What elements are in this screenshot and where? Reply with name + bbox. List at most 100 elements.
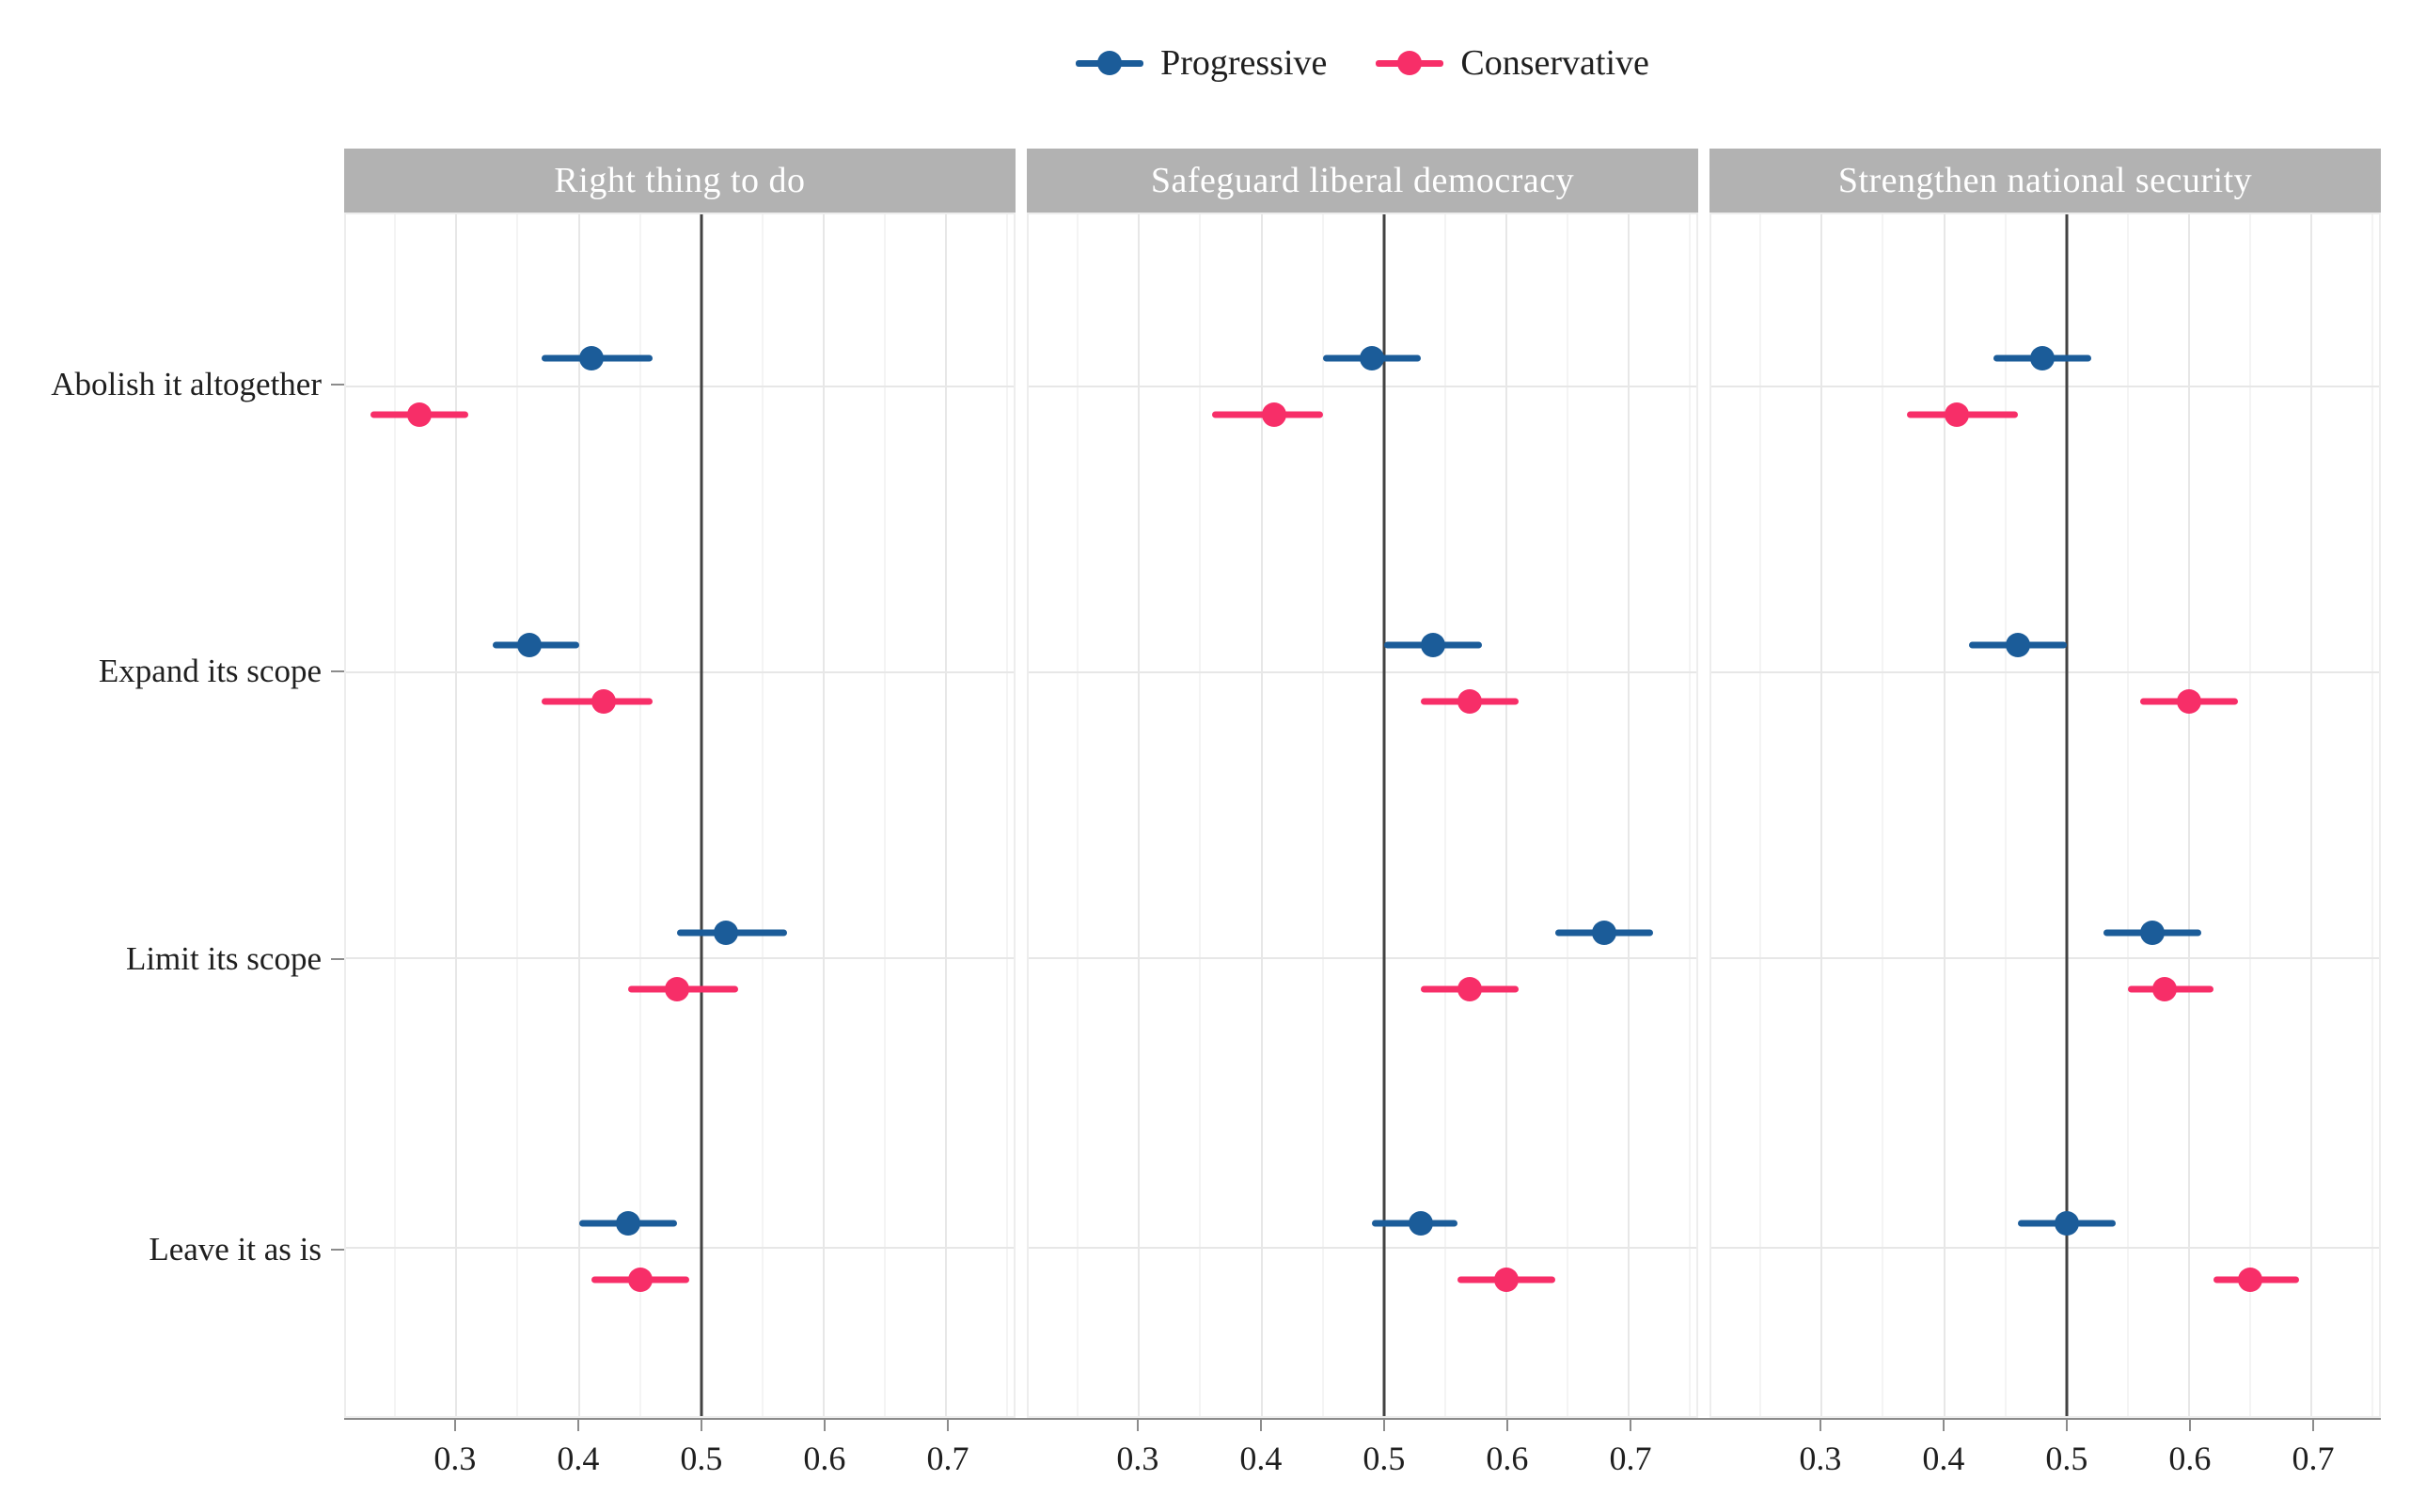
x-axis-tick-label: 0.6 [1486, 1440, 1529, 1477]
major-gridline [2188, 214, 2191, 1416]
minor-gridline [394, 214, 397, 1416]
x-axis-tick-label: 0.4 [1922, 1440, 1965, 1477]
point-progressive [1359, 346, 1384, 371]
point-progressive [2029, 346, 2055, 371]
x-axis-tick-label: 0.7 [2292, 1440, 2335, 1477]
x-axis-tick [1819, 1418, 1821, 1431]
facet-header: Right thing to do [344, 149, 1016, 213]
major-gridline [1943, 214, 1946, 1416]
conservative-dot-swatch [1397, 51, 1423, 75]
reference-line [700, 214, 703, 1416]
minor-gridline [1199, 214, 1202, 1416]
panel-plot-area [1027, 213, 1698, 1418]
x-axis-tick [823, 1418, 826, 1431]
category-gridline [346, 957, 1014, 960]
minor-gridline [1689, 214, 1692, 1416]
panel-plot-area [1709, 213, 2381, 1418]
x-axis-tick [1942, 1418, 1945, 1431]
category-gridline [346, 670, 1014, 673]
category-gridline [1029, 1247, 1696, 1250]
major-gridline [455, 214, 458, 1416]
major-gridline [945, 214, 948, 1416]
facet-header: Strengthen national security [1709, 149, 2381, 213]
point-progressive [2054, 1210, 2079, 1236]
x-axis-tick-label: 0.5 [680, 1440, 723, 1477]
x-axis-tick-label: 0.6 [2168, 1440, 2212, 1477]
category-gridline [346, 1247, 1014, 1250]
point-conservative [1457, 976, 1482, 1001]
x-axis-tick [1136, 1418, 1139, 1431]
category-gridline [1029, 957, 1696, 960]
major-gridline [1138, 214, 1141, 1416]
y-axis-tick [331, 957, 344, 960]
minor-gridline [1567, 214, 1569, 1416]
point-conservative [627, 1267, 653, 1292]
category-gridline [346, 385, 1014, 387]
y-axis-label: Abolish it altogether [51, 366, 322, 403]
major-gridline [1628, 214, 1630, 1416]
x-axis-tick [576, 1418, 579, 1431]
minor-gridline [2004, 214, 2007, 1416]
x-axis-tick [2188, 1418, 2191, 1431]
x-axis-tick-label: 0.7 [926, 1440, 969, 1477]
point-conservative [2152, 976, 2178, 1001]
minor-gridline [1006, 214, 1009, 1416]
y-axis-label: Leave it as is [149, 1230, 322, 1268]
point-progressive [578, 346, 604, 371]
category-gridline [1711, 957, 2379, 960]
x-axis-tick-label: 0.3 [1116, 1440, 1159, 1477]
category-gridline [1029, 385, 1696, 387]
x-axis-tick [1259, 1418, 1262, 1431]
category-gridline [1029, 670, 1696, 673]
minor-gridline [761, 214, 764, 1416]
point-progressive [1420, 633, 1445, 658]
x-axis-tick [1505, 1418, 1508, 1431]
x-axis-line [344, 1418, 2381, 1420]
panel-plot-area [344, 213, 1016, 1418]
category-gridline [1711, 385, 2379, 387]
point-progressive [2139, 920, 2165, 945]
progressive-point-marker-icon [1076, 50, 1144, 76]
x-axis-tick [453, 1418, 456, 1431]
point-conservative [2238, 1267, 2263, 1292]
category-gridline [1711, 670, 2379, 673]
x-axis-tick [2311, 1418, 2314, 1431]
minor-gridline [1443, 214, 1446, 1416]
minor-gridline [884, 214, 887, 1416]
x-axis-tick-label: 0.5 [2045, 1440, 2088, 1477]
x-axis-tick [2065, 1418, 2068, 1431]
point-conservative [1261, 402, 1286, 428]
x-axis-tick-label: 0.4 [557, 1440, 600, 1477]
minor-gridline [1077, 214, 1079, 1416]
minor-gridline [2249, 214, 2252, 1416]
legend-label-conservative: Conservative [1460, 43, 1649, 83]
x-axis-tick [1382, 1418, 1385, 1431]
y-axis-tick [331, 384, 344, 386]
x-axis-tick-label: 0.3 [1799, 1440, 1842, 1477]
x-axis-tick-label: 0.5 [1363, 1440, 1406, 1477]
x-axis-tick [946, 1418, 949, 1431]
point-conservative [2177, 689, 2202, 715]
major-gridline [823, 214, 826, 1416]
minor-gridline [516, 214, 519, 1416]
minor-gridline [1882, 214, 1884, 1416]
major-gridline [1820, 214, 1823, 1416]
legend: Progressive Conservative [344, 32, 2381, 94]
x-axis-tick-label: 0.4 [1239, 1440, 1283, 1477]
major-gridline [1505, 214, 1508, 1416]
point-progressive [517, 633, 543, 658]
x-axis-tick [1629, 1418, 1631, 1431]
facet-header: Safeguard liberal democracy [1027, 149, 1698, 213]
point-conservative [1457, 689, 1482, 715]
point-conservative [664, 976, 689, 1001]
y-axis-tick [331, 670, 344, 673]
minor-gridline [2371, 214, 2374, 1416]
major-gridline [2310, 214, 2313, 1416]
point-progressive [615, 1210, 640, 1236]
major-gridline [577, 214, 580, 1416]
legend-item-conservative: Conservative [1376, 45, 1649, 81]
legend-item-progressive: Progressive [1076, 45, 1327, 81]
major-gridline [1260, 214, 1263, 1416]
point-conservative [1944, 402, 1969, 428]
point-progressive [2005, 633, 2030, 658]
